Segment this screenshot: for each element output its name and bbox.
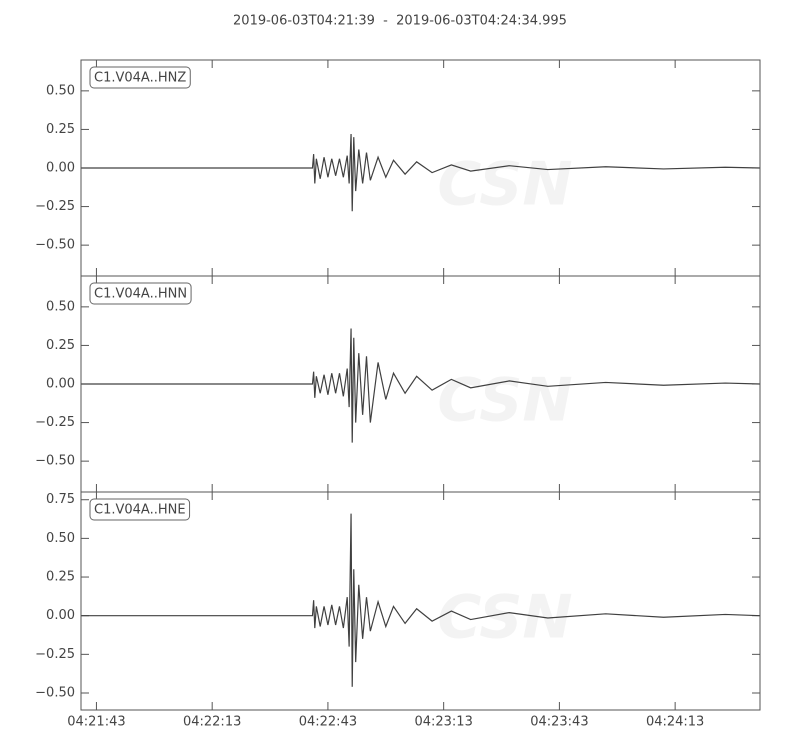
y-tick-label: 0.25 — [46, 122, 75, 137]
x-tick-label: 04:21:43 — [67, 715, 125, 730]
y-tick-label: −0.50 — [35, 238, 75, 253]
y-tick-label: 0.00 — [46, 161, 75, 176]
legend-label: C1.V04A..HNZ — [94, 71, 186, 86]
chart-title: 2019-06-03T04:21:39 - 2019-06-03T04:24:3… — [233, 14, 567, 29]
y-tick-label: 0.00 — [46, 608, 75, 623]
y-tick-label: 0.50 — [46, 299, 75, 314]
y-tick-label: −0.50 — [35, 454, 75, 469]
y-tick-label: 0.50 — [46, 531, 75, 546]
waveform — [81, 328, 760, 443]
legend-label: C1.V04A..HNE — [94, 503, 186, 518]
y-tick-label: 0.50 — [46, 83, 75, 98]
y-tick-label: 0.25 — [46, 338, 75, 353]
x-tick-label: 04:23:13 — [414, 715, 472, 730]
legend-box — [89, 498, 191, 521]
x-tick-label: 04:22:43 — [299, 715, 357, 730]
y-tick-label: −0.25 — [35, 415, 75, 430]
axes-frame — [80, 491, 761, 711]
y-tick-label: −0.25 — [35, 647, 75, 662]
x-tick-label: 04:23:43 — [530, 715, 588, 730]
y-tick-label: 0.75 — [46, 492, 75, 507]
y-tick-label: −0.25 — [35, 199, 75, 214]
legend-box — [89, 66, 191, 89]
waveform — [81, 513, 760, 687]
y-tick-label: 0.25 — [46, 570, 75, 585]
x-tick-label: 04:22:13 — [183, 715, 241, 730]
waveform — [81, 134, 760, 212]
y-tick-label: −0.50 — [35, 685, 75, 700]
watermark: CSN — [437, 150, 572, 220]
x-tick-label: 04:24:13 — [646, 715, 704, 730]
watermark: CSN — [437, 366, 572, 436]
y-tick-label: 0.00 — [46, 377, 75, 392]
legend-box — [89, 282, 192, 305]
legend-label: C1.V04A..HNN — [94, 287, 187, 302]
